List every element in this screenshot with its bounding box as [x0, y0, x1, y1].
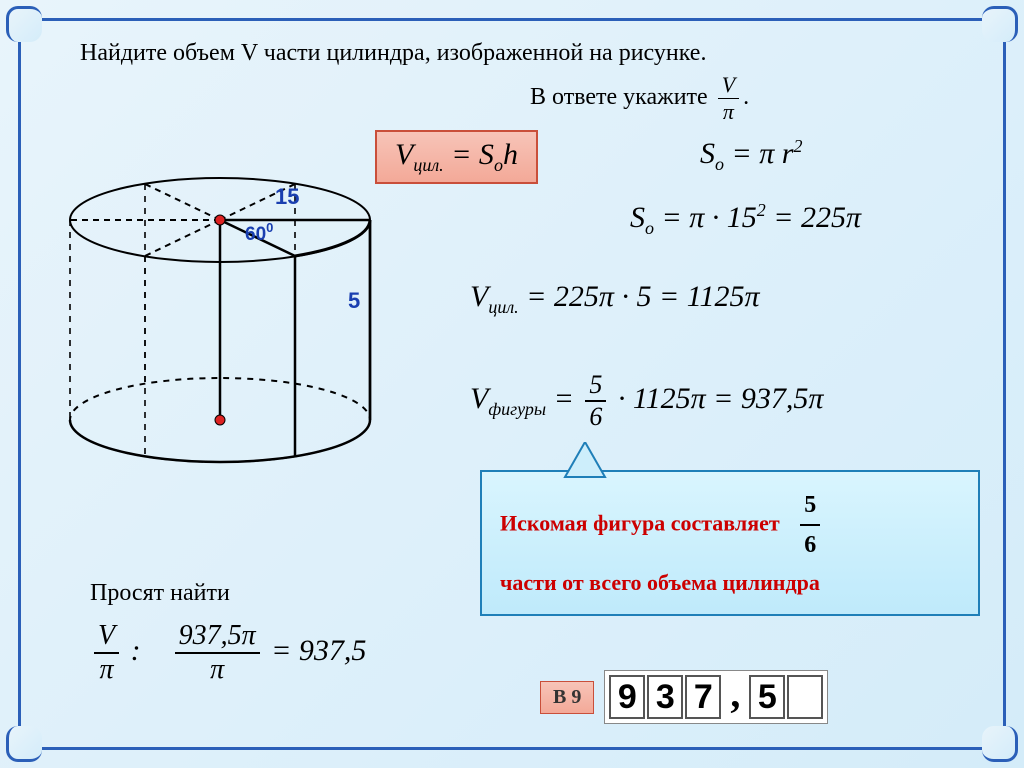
- formula-vcyl: Vцил. = 225π · 5 = 1125π: [470, 280, 760, 318]
- answer-tag: В 9: [540, 681, 594, 714]
- corner-tl: [6, 6, 42, 42]
- label-angle: 600: [245, 220, 273, 245]
- problem-line1: Найдите объем V части цилиндра, изображе…: [80, 40, 706, 67]
- formula-so-def: So = π r2: [700, 136, 802, 175]
- answer-digit-4: 5: [749, 675, 785, 719]
- formula-so-calc: So = π · 152 = 225π: [630, 200, 861, 239]
- callout-fraction: 5 6: [800, 486, 820, 565]
- ask-expression: V π : 937,5π π = 937,5: [90, 620, 366, 686]
- callout-box: Искомая фигура составляет 5 6 части от в…: [480, 470, 980, 616]
- answer-digit-3: 7: [685, 675, 721, 719]
- ask-label: Просят найти: [90, 580, 230, 607]
- problem-line2: В ответе укажите Vπ .: [530, 72, 749, 125]
- corner-br: [982, 726, 1018, 762]
- callout-pointer: [560, 442, 620, 482]
- problem-line2-text: В ответе укажите: [530, 84, 708, 110]
- answer-digit-2: 3: [647, 675, 683, 719]
- answer-digit-5: [787, 675, 823, 719]
- answer-digit-1: 9: [609, 675, 645, 719]
- problem-vpi-frac: Vπ: [718, 72, 739, 125]
- formula-vfig: Vфигуры = 5 6 · 1125π = 937,5π: [470, 370, 823, 432]
- callout-line1: Искомая фигура составляет: [500, 510, 780, 535]
- corner-tr: [982, 6, 1018, 42]
- label-radius: 15: [275, 184, 299, 209]
- callout-line2: части от всего объема цилиндра: [500, 565, 960, 600]
- corner-bl: [6, 726, 42, 762]
- answer-row: В 9 9 3 7 , 5: [540, 670, 828, 724]
- answer-comma: ,: [723, 675, 747, 719]
- label-height: 5: [348, 288, 360, 313]
- cylinder-diagram: 15 600 5: [40, 160, 400, 485]
